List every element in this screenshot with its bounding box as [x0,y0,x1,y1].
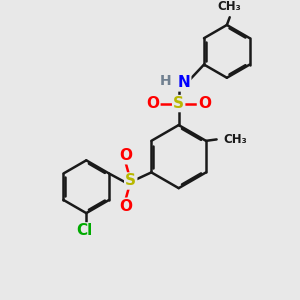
Text: O: O [119,148,132,163]
Text: CH₃: CH₃ [224,133,248,146]
Text: O: O [146,96,159,111]
Text: O: O [119,199,132,214]
Text: S: S [125,173,136,188]
Text: Cl: Cl [77,224,93,238]
Text: CH₃: CH₃ [218,0,242,13]
Text: N: N [178,75,190,90]
Text: H: H [160,74,172,88]
Text: S: S [173,96,184,111]
Text: O: O [198,96,211,111]
